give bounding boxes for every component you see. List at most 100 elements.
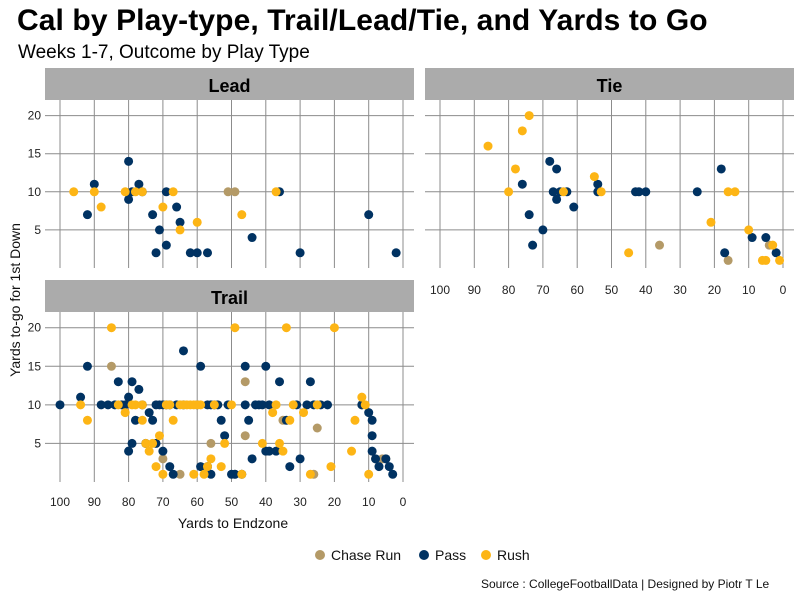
point-pass <box>154 225 164 235</box>
y-tick-label: 5 <box>34 436 41 450</box>
point-pass <box>113 377 123 387</box>
point-rush <box>288 400 298 410</box>
point-pass <box>127 438 137 448</box>
point-rush <box>96 202 106 212</box>
y-tick-label: 20 <box>28 321 42 335</box>
strip-tie <box>425 68 794 100</box>
point-rush <box>154 431 164 441</box>
point-pass <box>552 194 562 204</box>
point-rush <box>175 225 185 235</box>
point-pass <box>168 469 178 479</box>
point-pass <box>55 400 65 410</box>
strip-label: Lead <box>208 76 250 96</box>
y-tick-label: 15 <box>28 359 42 373</box>
point-pass <box>247 454 257 464</box>
point-rush <box>106 323 116 333</box>
point-rush <box>326 462 336 472</box>
point-rush <box>596 187 606 197</box>
point-pass <box>196 462 206 472</box>
point-pass <box>323 400 333 410</box>
point-rush <box>137 415 147 425</box>
y-tick-label: 10 <box>28 185 42 199</box>
point-pass <box>130 415 140 425</box>
point-rush <box>237 469 247 479</box>
point-rush <box>312 400 322 410</box>
point-rush <box>192 217 202 227</box>
point-pass <box>206 469 216 479</box>
point-pass <box>216 415 226 425</box>
point-pass <box>261 361 271 371</box>
x-tick-label: 100 <box>50 495 70 509</box>
x-tick-label: 20 <box>708 283 722 297</box>
point-pass <box>148 415 158 425</box>
point-pass <box>161 187 171 197</box>
point-rush <box>271 187 281 197</box>
point-chase-run <box>655 240 665 250</box>
point-rush <box>357 392 367 402</box>
point-pass <box>247 233 257 243</box>
point-rush <box>120 187 130 197</box>
point-pass <box>569 202 579 212</box>
point-rush <box>350 415 360 425</box>
point-pass <box>552 164 562 174</box>
x-tick-label: 30 <box>673 283 687 297</box>
x-tick-label: 10 <box>362 495 376 509</box>
point-pass <box>165 462 175 472</box>
point-chase-run <box>230 187 240 197</box>
point-rush <box>130 187 140 197</box>
point-rush <box>227 400 236 410</box>
point-rush <box>706 217 716 227</box>
x-tick-label: 60 <box>571 283 585 297</box>
point-pass <box>548 187 558 197</box>
point-pass <box>545 156 555 166</box>
point-pass <box>127 377 137 387</box>
point-pass <box>275 377 285 387</box>
point-rush <box>524 111 534 121</box>
legend-marker-chase-run <box>315 550 325 560</box>
point-rush <box>730 187 740 197</box>
point-pass <box>524 210 534 220</box>
point-pass <box>264 446 274 456</box>
point-rush <box>209 400 219 410</box>
point-pass <box>641 187 651 197</box>
point-rush <box>189 469 199 479</box>
point-rush <box>137 187 147 197</box>
point-pass <box>158 446 168 456</box>
point-pass <box>305 377 315 387</box>
point-rush <box>504 187 514 197</box>
point-pass <box>151 248 161 258</box>
point-pass <box>371 454 381 464</box>
point-rush <box>517 126 527 136</box>
legend-item-rush: Rush <box>481 547 530 563</box>
point-rush <box>202 462 212 472</box>
point-pass <box>367 415 377 425</box>
strip-lead <box>45 68 414 100</box>
point-rush <box>761 255 771 265</box>
point-pass <box>367 446 377 456</box>
point-rush <box>69 187 79 197</box>
point-pass <box>134 179 144 189</box>
x-tick-label: 0 <box>780 283 787 297</box>
y-axis-title: Yards to-go for 1st Down <box>7 223 23 377</box>
point-chase-run <box>206 438 216 448</box>
point-pass <box>538 225 548 235</box>
point-rush <box>113 400 123 410</box>
y-tick-label: 15 <box>28 147 42 161</box>
point-pass <box>367 431 377 441</box>
point-rush <box>144 446 154 456</box>
point-pass <box>257 400 267 410</box>
point-rush <box>275 438 285 448</box>
chart-title: Cal by Play-type, Trail/Lead/Tie, and Ya… <box>17 4 708 37</box>
point-rush <box>120 408 130 418</box>
point-rush <box>278 446 288 456</box>
strip-label: Trail <box>211 288 248 308</box>
point-rush <box>148 438 158 448</box>
point-pass <box>388 469 398 479</box>
point-rush <box>723 187 733 197</box>
point-pass <box>295 454 305 464</box>
point-rush <box>775 255 785 265</box>
point-pass <box>381 454 391 464</box>
